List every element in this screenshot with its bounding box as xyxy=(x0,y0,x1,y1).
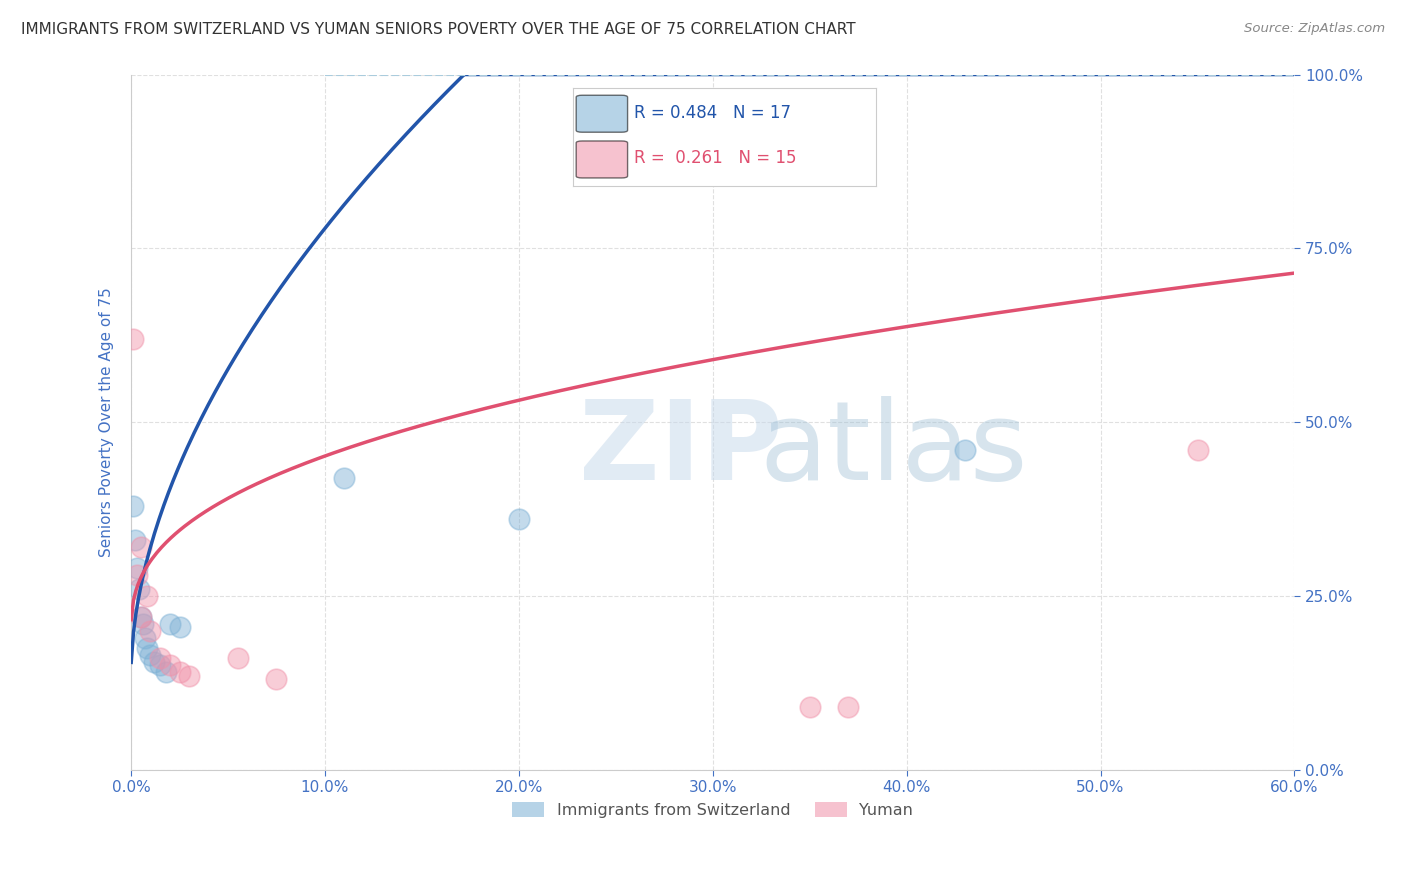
Point xyxy=(266,673,288,687)
Point xyxy=(333,471,356,485)
Point xyxy=(953,442,976,457)
Y-axis label: Seniors Poverty Over the Age of 75: Seniors Poverty Over the Age of 75 xyxy=(100,287,114,557)
Point xyxy=(129,540,152,554)
Point xyxy=(122,332,145,346)
Point xyxy=(135,589,157,603)
Text: Source: ZipAtlas.com: Source: ZipAtlas.com xyxy=(1244,22,1385,36)
Point xyxy=(1187,442,1209,457)
Point xyxy=(149,651,172,665)
Text: IMMIGRANTS FROM SWITZERLAND VS YUMAN SENIORS POVERTY OVER THE AGE OF 75 CORRELAT: IMMIGRANTS FROM SWITZERLAND VS YUMAN SEN… xyxy=(21,22,856,37)
Point xyxy=(159,658,181,673)
Point xyxy=(134,631,156,645)
Text: atlas: atlas xyxy=(759,396,1028,503)
Point xyxy=(124,533,146,548)
Point xyxy=(139,648,162,662)
Point xyxy=(128,582,150,596)
Legend: Immigrants from Switzerland, Yuman: Immigrants from Switzerland, Yuman xyxy=(506,796,920,824)
Point xyxy=(125,561,148,575)
Point xyxy=(226,651,249,665)
Point xyxy=(139,624,162,638)
Point xyxy=(135,640,157,655)
Point xyxy=(131,616,153,631)
Point xyxy=(799,700,821,714)
Point xyxy=(508,512,530,526)
Point xyxy=(837,700,859,714)
Point xyxy=(149,658,172,673)
Point xyxy=(129,609,152,624)
Point xyxy=(155,665,177,680)
Point xyxy=(125,568,148,582)
Point xyxy=(122,499,145,513)
Point xyxy=(179,669,201,683)
Point xyxy=(129,609,152,624)
Point xyxy=(169,620,191,634)
Point xyxy=(143,655,166,669)
Text: ZIP: ZIP xyxy=(579,396,782,503)
Point xyxy=(159,616,181,631)
Point xyxy=(169,665,191,680)
